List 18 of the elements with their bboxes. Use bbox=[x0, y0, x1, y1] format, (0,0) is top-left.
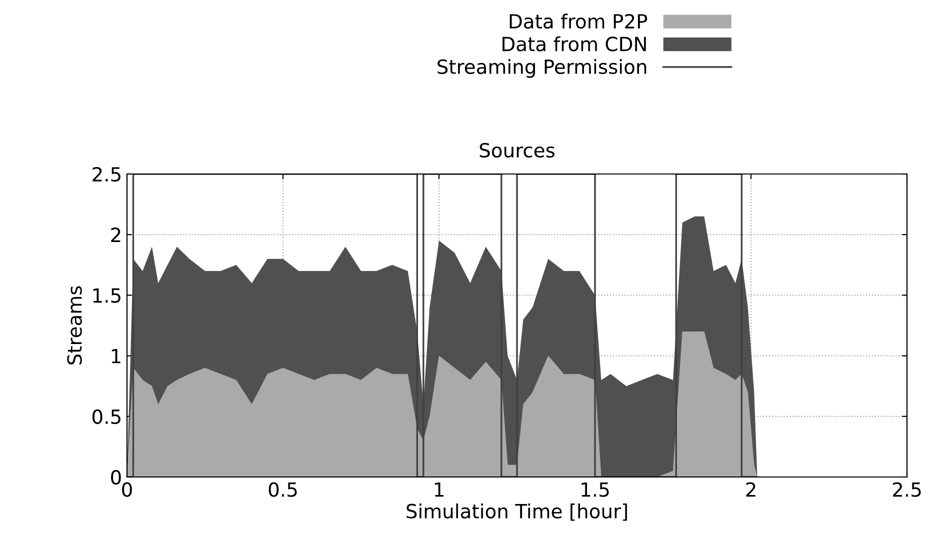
legend-label: Data from P2P bbox=[510, 14, 648, 29]
y-tick-label: 2.5 bbox=[92, 166, 120, 182]
y-tick-label: 1.5 bbox=[93, 288, 120, 303]
x-tick-label: 1.5 bbox=[582, 482, 609, 497]
chart-title: Sources bbox=[480, 142, 554, 158]
y-tick-label: 0.5 bbox=[92, 409, 120, 424]
y-tick-label: 1 bbox=[112, 349, 120, 364]
x-axis-title: Simulation Time [hour] bbox=[406, 503, 627, 521]
x-tick-label: 0 bbox=[122, 482, 132, 497]
x-tick-label: 0.5 bbox=[268, 482, 297, 497]
y-tick-label: 0 bbox=[111, 470, 121, 485]
x-tick-label: 2 bbox=[746, 482, 756, 497]
legend-label: Streaming Permission bbox=[438, 59, 646, 78]
y-tick-label: 2 bbox=[111, 228, 120, 242]
legend-label: Data from CDN bbox=[502, 36, 646, 52]
x-tick-label: 1 bbox=[434, 482, 444, 497]
y-axis-title: Streams bbox=[67, 286, 82, 364]
x-tick-label: 2.5 bbox=[892, 482, 921, 497]
